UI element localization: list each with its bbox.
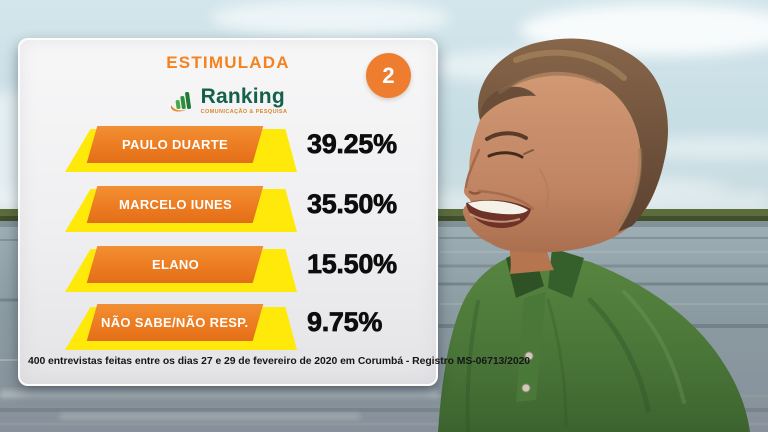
- eyebrow: [485, 131, 528, 141]
- teeth: [468, 200, 528, 215]
- facial-features: [464, 131, 549, 211]
- polo-shirt: [438, 258, 750, 432]
- polo-button: [524, 351, 534, 361]
- nose-line: [464, 148, 481, 189]
- candidate-percentage: 39.25%: [307, 129, 398, 160]
- ranking-logo-tagline: Comunicação & Pesquisa: [200, 109, 288, 115]
- banner-orange-shape: ELANO: [86, 246, 264, 283]
- placket: [516, 292, 546, 402]
- candidate-percentage: 35.50%: [307, 189, 398, 220]
- candidate-name: MARCELO IUNES: [118, 197, 232, 212]
- nostril: [468, 190, 482, 195]
- hair: [478, 38, 668, 232]
- candidate-percentage: 9.75%: [307, 307, 383, 338]
- ranking-logo-icon: [170, 91, 191, 112]
- slide-number: 2: [382, 62, 395, 88]
- water-sparkle: [0, 390, 438, 419]
- slide-number-badge: 2: [366, 53, 411, 98]
- candidate-banner: NÃO SABE/NÃO RESP.: [65, 304, 297, 350]
- candidate-name: ELANO: [151, 257, 199, 272]
- banner-orange-shape: PAULO DUARTE: [86, 126, 264, 163]
- candidate-banner: MARCELO IUNES: [65, 186, 297, 232]
- candidate-name: NÃO SABE/NÃO RESP.: [101, 315, 249, 330]
- result-row: PAULO DUARTE 39.25%: [20, 126, 436, 172]
- hair-highlights: [498, 49, 643, 226]
- closed-eye: [487, 151, 524, 159]
- smile-fold: [477, 189, 535, 211]
- banner-orange-shape: NÃO SABE/NÃO RESP.: [86, 304, 264, 341]
- candidate-percentage: 15.50%: [307, 249, 398, 280]
- candidate-banner: ELANO: [65, 246, 297, 292]
- candidate-banner: PAULO DUARTE: [65, 126, 297, 172]
- cheek-crease: [539, 169, 549, 211]
- polo-button: [521, 383, 531, 393]
- survey-footnote: 400 entrevistas feitas entre os dias 27 …: [28, 356, 531, 367]
- hair-front-lock: [480, 86, 536, 120]
- result-row: ELANO 15.50%: [20, 246, 436, 292]
- ranking-logo: Ranking Comunicação & Pesquisa: [20, 86, 436, 115]
- result-row: MARCELO IUNES 35.50%: [20, 186, 436, 232]
- face: [462, 48, 662, 253]
- poll-card: ESTIMULADA 2 Ranking Comunicação & Pesqu…: [18, 38, 531, 386]
- result-row: NÃO SABE/NÃO RESP. 9.75%: [20, 304, 436, 350]
- collar-right: [548, 248, 584, 298]
- ranking-logo-text: Ranking: [200, 85, 285, 108]
- candidate-name: PAULO DUARTE: [122, 137, 228, 152]
- page-title: ESTIMULADA: [166, 53, 290, 72]
- banner-orange-shape: MARCELO IUNES: [86, 186, 264, 223]
- man-photo: [438, 38, 750, 432]
- shirt-folds: [465, 290, 686, 432]
